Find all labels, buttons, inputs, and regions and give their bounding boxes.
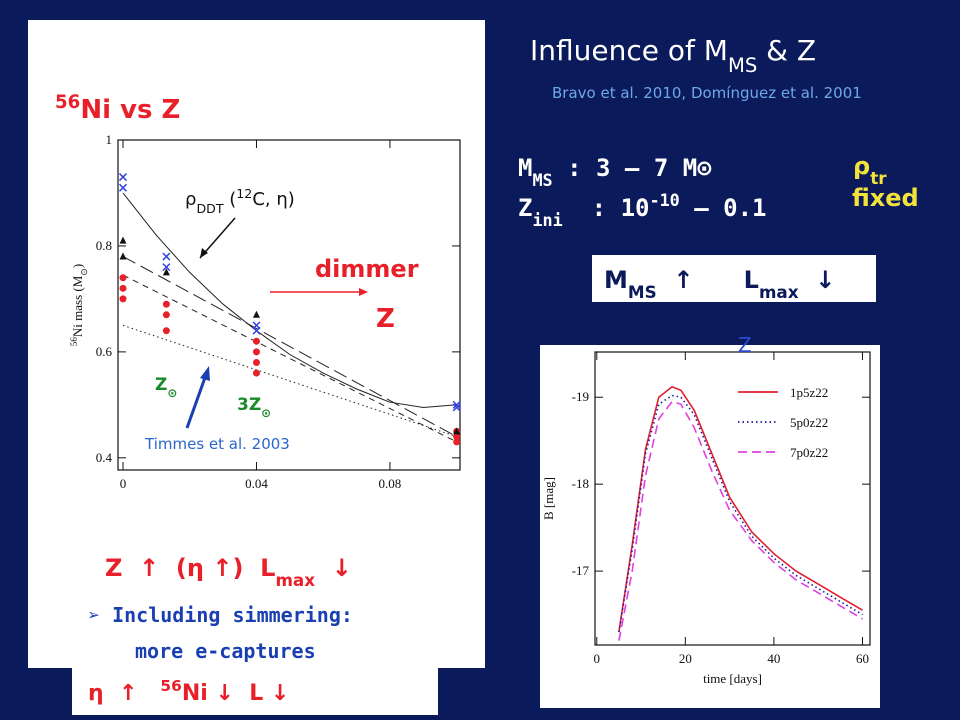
data-point [252,348,260,356]
data-point [162,327,170,335]
legend-label: 7p0z22 [790,445,828,460]
rho-tr: ρtr [853,152,887,188]
z-arrow-label: Z [376,304,395,334]
reference: Bravo et al. 2010, Domínguez et al. 2001 [552,84,862,102]
y-axis-label-part: ⊙ [79,268,89,276]
data-point [162,300,170,308]
timmes-arrow [185,371,209,429]
x-tick-label: 0 [594,651,601,666]
mass-range: MMS : 3 – 7 M⊙ [518,154,712,190]
light-curve [618,400,863,641]
data-point [119,274,127,282]
data-point [252,358,260,366]
fixed: fixed [852,184,919,212]
data-point [252,337,260,345]
model-curve [122,274,457,443]
model-curve [122,256,457,438]
y-tick-label: 0.6 [96,344,113,359]
heading: 56Ni vs Z [55,92,180,126]
simmering: ➢ Including simmering: [88,603,353,627]
data-point [453,438,461,446]
plot-frame [594,351,871,646]
y-tick-label: -18 [572,476,589,491]
y-axis-label: 56Ni mass (M⊙) [69,264,89,346]
arrow-head [200,366,210,381]
z-sun: Z⊙ [155,375,177,400]
box-text: MMS ↑ Lmax ↓ [604,266,835,302]
rho-label: ρDDT (12C, η) [185,186,295,216]
x-tick-label: 40 [767,651,780,666]
y-tick-label: -19 [572,389,589,404]
hidden-z: Z [738,333,752,357]
right-figure [540,345,880,708]
data-point [119,236,127,244]
x-tick-label: 0.08 [379,476,402,491]
y-tick-label: 1 [106,132,113,147]
conclusion: Z ↑ (η ↑) Lmax ↓ [105,554,352,590]
left-figure: 0 0.04 0.08 0.4 0.6 0.8 1 56Ni mass (M⊙) [69,132,461,491]
result: η ↑ 56Ni ↓ L ↓ [88,677,289,706]
arrow-head [359,288,368,296]
light-curve [618,385,863,633]
data-point [118,173,128,182]
y-tick-label: 0.4 [96,450,113,465]
data-point [118,183,128,192]
data-point [452,400,461,409]
highlight-box [592,255,876,302]
z-range: Zini : 10-10 – 0.1 [518,190,766,230]
title: Influence of MMS & Z [530,34,816,77]
arrow-head [200,248,208,258]
right-figure-plot: 0 20 40 60 -19 -18 -17 time [days] B [mag] 1p5z22… [541,351,871,686]
y-axis-label-part: 56 [69,337,79,347]
data-point [252,326,261,335]
model-curve [122,192,457,409]
y-axis-label: B [mag] [541,477,556,520]
x-tick-label: 20 [679,651,692,666]
data-point [452,403,461,412]
data-point [162,311,170,319]
e-captures: more e-captures [135,639,316,663]
y-tick-label: 0.8 [96,238,112,253]
y-axis-label-part: Ni mass (M [70,275,85,337]
x-axis-label: time [days] [703,671,762,686]
data-point [162,268,170,276]
legend-label: 1p5z22 [790,385,828,400]
model-curve [122,324,457,438]
dimmer: dimmer [315,255,419,283]
data-point [162,263,171,272]
data-point [453,433,461,441]
data-point [252,310,260,318]
data-point [162,252,171,261]
data-point [119,284,127,292]
data-point [252,369,260,377]
x-tick-label: 60 [856,651,869,666]
timmes: Timmes et al. 2003 [144,435,290,453]
plot-frame [117,139,461,471]
y-tick-label: -17 [572,563,590,578]
data-point [119,252,127,260]
note-box [72,595,438,715]
light-curve [618,394,863,633]
x-tick-label: 0.04 [245,476,268,491]
z3: 3Z⊙ [237,395,271,420]
data-point [119,295,127,303]
legend-label: 5p0z22 [790,415,828,430]
x-tick-label: 0 [120,476,127,491]
data-point [453,427,461,435]
y-axis-label-part: ) [70,264,85,268]
